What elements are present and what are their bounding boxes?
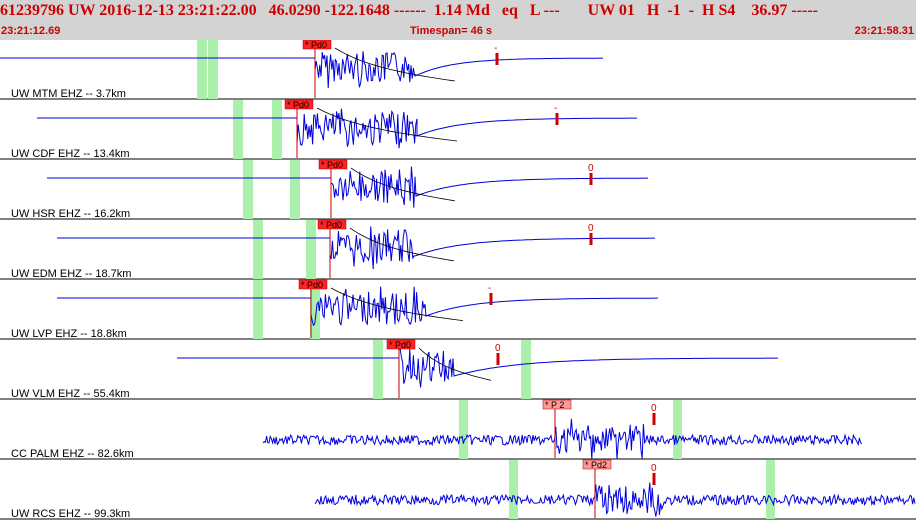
- pick-flag[interactable]: [318, 159, 348, 170]
- analysis-window: [208, 40, 218, 99]
- amplitude-marker[interactable]: [489, 293, 493, 305]
- amplitude-label: 0: [588, 163, 594, 174]
- event-header: 61239796 UW 2016-12-13 23:21:22.00 46.02…: [0, 0, 916, 40]
- amplitude-label: -: [494, 43, 497, 54]
- waveform: [262, 418, 863, 460]
- analysis-window: [197, 40, 207, 99]
- analysis-window: [509, 460, 518, 519]
- pick-flag[interactable]: [542, 399, 572, 410]
- pick-label: * Pd0: [301, 280, 323, 290]
- coda-envelope: [418, 347, 492, 381]
- event-summary: 61239796 UW 2016-12-13 23:21:22.00 46.02…: [0, 2, 818, 19]
- coda-envelope: [350, 167, 456, 202]
- analysis-window: [521, 340, 531, 399]
- timespan-label: Timespan= 46 s: [410, 25, 493, 37]
- pick-label: * Pd0: [389, 340, 411, 350]
- start-time: 23:21:12.69: [1, 25, 61, 37]
- amplitude-marker[interactable]: [495, 53, 499, 65]
- station-label: CC PALM EHZ -- 82.6km: [11, 448, 134, 460]
- amplitude-marker[interactable]: [555, 113, 559, 125]
- pick-flag[interactable]: [582, 459, 612, 470]
- analysis-window: [243, 160, 253, 219]
- amplitude-label: -: [488, 283, 491, 294]
- coda-envelope: [316, 107, 458, 142]
- amplitude-label: 0: [651, 463, 657, 474]
- pick-flag[interactable]: [317, 219, 347, 230]
- end-time: 23:21:58.31: [854, 25, 914, 37]
- amplitude-label: 0: [495, 343, 501, 354]
- station-label: UW LVP EHZ -- 18.8km: [11, 328, 127, 340]
- analysis-window: [253, 280, 263, 339]
- coda-envelope: [330, 287, 464, 322]
- station-label: UW VLM EHZ -- 55.4km: [11, 388, 130, 400]
- waveform: [37, 108, 637, 149]
- analysis-window: [310, 280, 320, 339]
- station-label: UW HSR EHZ -- 16.2km: [11, 208, 130, 220]
- amplitude-marker[interactable]: [589, 173, 593, 185]
- waveform: [314, 482, 916, 517]
- waveform: [177, 348, 778, 388]
- analysis-window: [253, 220, 263, 279]
- waveform: [57, 286, 658, 327]
- waveform: [47, 166, 648, 208]
- station-label: UW CDF EHZ -- 13.4km: [11, 148, 130, 160]
- amplitude-marker[interactable]: [589, 233, 593, 245]
- pick-flag[interactable]: [284, 99, 314, 110]
- analysis-window: [373, 340, 383, 399]
- pick-flag[interactable]: [302, 40, 332, 50]
- coda-envelope: [334, 47, 456, 82]
- analysis-window: [459, 400, 468, 459]
- analysis-window: [673, 400, 682, 459]
- analysis-window: [233, 100, 243, 159]
- analysis-window: [290, 160, 300, 219]
- analysis-window: [766, 460, 775, 519]
- seismogram-panel[interactable]: * Pd0 - UW MTM EHZ -- 3.7km * Pd0 - UW CDF EH…: [0, 40, 916, 520]
- pick-label: * Pd0: [305, 40, 327, 50]
- amplitude-marker[interactable]: [652, 473, 656, 485]
- pick-label: * P 2: [545, 400, 564, 410]
- analysis-window: [272, 100, 282, 159]
- station-label: UW MTM EHZ -- 3.7km: [11, 88, 126, 100]
- coda-envelope: [349, 227, 455, 262]
- waveform: [57, 226, 655, 270]
- analysis-window: [306, 220, 316, 279]
- pick-flag[interactable]: [386, 339, 416, 350]
- pick-label: * Pd0: [321, 160, 343, 170]
- amplitude-label: 0: [588, 223, 594, 234]
- amplitude-label: 0: [651, 403, 657, 414]
- waveform: [0, 51, 603, 89]
- pick-label: * Pd0: [320, 220, 342, 230]
- amplitude-label: -: [554, 103, 557, 114]
- pick-label: * Pd2: [585, 460, 607, 470]
- pick-label: * Pd0: [287, 100, 309, 110]
- amplitude-marker[interactable]: [652, 413, 656, 425]
- station-label: UW EDM EHZ -- 18.7km: [11, 268, 131, 280]
- amplitude-marker[interactable]: [496, 353, 500, 365]
- station-label: UW RCS EHZ -- 99.3km: [11, 508, 130, 520]
- pick-flag[interactable]: [298, 279, 328, 290]
